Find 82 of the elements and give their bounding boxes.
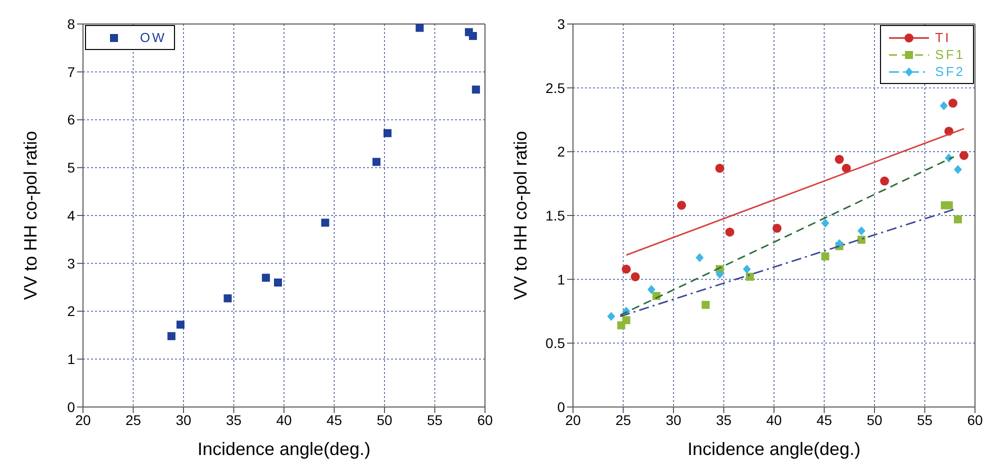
point bbox=[835, 239, 844, 248]
y-tick-label: 1 bbox=[557, 271, 566, 288]
x-tick-label: 25 bbox=[615, 412, 632, 428]
x-tick-label: 50 bbox=[376, 412, 392, 428]
point bbox=[954, 215, 962, 224]
point bbox=[384, 129, 392, 138]
y-tick-label: 0.5 bbox=[546, 335, 566, 352]
x-tick-label: 45 bbox=[326, 412, 342, 428]
point bbox=[944, 201, 953, 210]
x-tick-label: 30 bbox=[666, 412, 682, 428]
x-tick-label: 35 bbox=[226, 412, 242, 428]
y-tick-label: 1.5 bbox=[546, 207, 566, 224]
point bbox=[677, 200, 686, 210]
y-tick-label: 5 bbox=[67, 160, 76, 176]
y-tick-label: 8 bbox=[67, 16, 76, 32]
legend-label: TI bbox=[935, 30, 951, 45]
point bbox=[857, 236, 866, 244]
point bbox=[622, 316, 630, 324]
point bbox=[468, 32, 477, 40]
point bbox=[857, 226, 866, 236]
x-tick-label: 45 bbox=[816, 412, 832, 428]
y-axis-title: VV to HH co-pol ratio bbox=[20, 130, 40, 300]
x-tick-label: 40 bbox=[276, 412, 292, 428]
y-tick-label: 6 bbox=[67, 112, 76, 128]
legend-label: SF2 bbox=[935, 64, 965, 79]
y-tick-label: 3 bbox=[67, 255, 76, 272]
x-tick-label: 60 bbox=[967, 412, 983, 428]
point bbox=[725, 228, 734, 237]
point bbox=[702, 300, 710, 309]
point bbox=[321, 218, 330, 227]
y-tick-label: 4 bbox=[67, 207, 76, 224]
x-axis-title: Incidence angle(deg.) bbox=[687, 439, 861, 459]
point bbox=[940, 101, 948, 110]
point bbox=[959, 150, 968, 160]
point bbox=[842, 164, 851, 173]
point bbox=[746, 272, 754, 281]
point bbox=[821, 252, 830, 260]
point bbox=[622, 264, 631, 274]
y-tick-label: 2 bbox=[557, 144, 566, 160]
x-tick-label: 20 bbox=[565, 412, 581, 428]
point bbox=[772, 224, 782, 233]
x-tick-label: 60 bbox=[477, 412, 493, 428]
x-tick-label: 35 bbox=[716, 412, 732, 428]
y-tick-label: 2.5 bbox=[546, 80, 566, 96]
legend-label: OW bbox=[140, 30, 166, 45]
point bbox=[716, 270, 724, 279]
point bbox=[224, 294, 232, 302]
point bbox=[948, 98, 958, 108]
y-tick-label: 2 bbox=[67, 303, 76, 320]
point bbox=[880, 176, 890, 186]
x-tick-label: 50 bbox=[866, 412, 882, 428]
point bbox=[262, 274, 270, 282]
x-tick-label: 30 bbox=[176, 412, 192, 428]
y-tick-label: 7 bbox=[67, 64, 76, 80]
point bbox=[647, 285, 656, 294]
point bbox=[607, 312, 616, 321]
y-tick-label: 0 bbox=[557, 398, 566, 415]
point bbox=[834, 154, 844, 164]
x-tick-label: 25 bbox=[125, 412, 142, 428]
x-tick-label: 55 bbox=[916, 412, 933, 428]
x-axis-title: Incidence angle(deg.) bbox=[197, 439, 371, 459]
point bbox=[274, 278, 282, 287]
point bbox=[176, 320, 184, 329]
point bbox=[715, 164, 724, 173]
y-tick-label: 0 bbox=[67, 398, 76, 415]
point bbox=[617, 321, 626, 330]
point bbox=[696, 253, 704, 262]
point bbox=[742, 264, 751, 274]
x-tick-label: 20 bbox=[75, 412, 91, 428]
legend-label: SF1 bbox=[935, 47, 965, 62]
point bbox=[630, 272, 640, 282]
y-tick-label: 1 bbox=[67, 351, 76, 368]
x-tick-label: 40 bbox=[766, 412, 782, 428]
point bbox=[372, 158, 380, 166]
point bbox=[167, 332, 176, 340]
point bbox=[416, 24, 424, 32]
y-tick-label: 3 bbox=[557, 16, 566, 32]
point bbox=[472, 86, 480, 94]
point bbox=[954, 165, 962, 174]
y-axis-title: VV to HH co-pol ratio bbox=[510, 130, 530, 300]
point bbox=[821, 218, 830, 228]
x-tick-label: 55 bbox=[426, 412, 443, 428]
